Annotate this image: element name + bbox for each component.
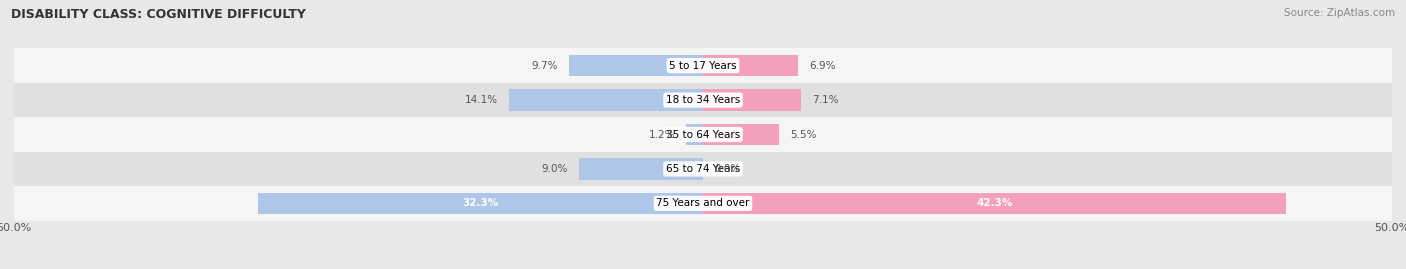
Bar	[703, 124, 779, 145]
Bar	[14, 48, 1392, 83]
Text: 7.1%: 7.1%	[811, 95, 838, 105]
Bar	[686, 124, 703, 145]
Text: 5.5%: 5.5%	[790, 129, 817, 140]
Bar	[509, 89, 703, 111]
Text: 32.3%: 32.3%	[463, 198, 499, 208]
Bar	[257, 193, 703, 214]
Text: 65 to 74 Years: 65 to 74 Years	[666, 164, 740, 174]
Bar	[703, 193, 1286, 214]
Text: 35 to 64 Years: 35 to 64 Years	[666, 129, 740, 140]
Text: 6.9%: 6.9%	[808, 61, 835, 71]
Text: 18 to 34 Years: 18 to 34 Years	[666, 95, 740, 105]
Bar	[703, 55, 799, 76]
Bar	[14, 152, 1392, 186]
Text: 75 Years and over: 75 Years and over	[657, 198, 749, 208]
Text: 9.7%: 9.7%	[531, 61, 558, 71]
Text: DISABILITY CLASS: COGNITIVE DIFFICULTY: DISABILITY CLASS: COGNITIVE DIFFICULTY	[11, 8, 307, 21]
Text: 9.0%: 9.0%	[541, 164, 568, 174]
Bar	[703, 89, 801, 111]
Bar	[14, 186, 1392, 221]
Text: 42.3%: 42.3%	[976, 198, 1012, 208]
Text: 1.2%: 1.2%	[650, 129, 675, 140]
Bar	[14, 117, 1392, 152]
Bar	[14, 83, 1392, 117]
Text: 5 to 17 Years: 5 to 17 Years	[669, 61, 737, 71]
Bar	[569, 55, 703, 76]
Text: Source: ZipAtlas.com: Source: ZipAtlas.com	[1284, 8, 1395, 18]
Bar	[579, 158, 703, 180]
Text: 14.1%: 14.1%	[464, 95, 498, 105]
Text: 0.0%: 0.0%	[714, 164, 741, 174]
